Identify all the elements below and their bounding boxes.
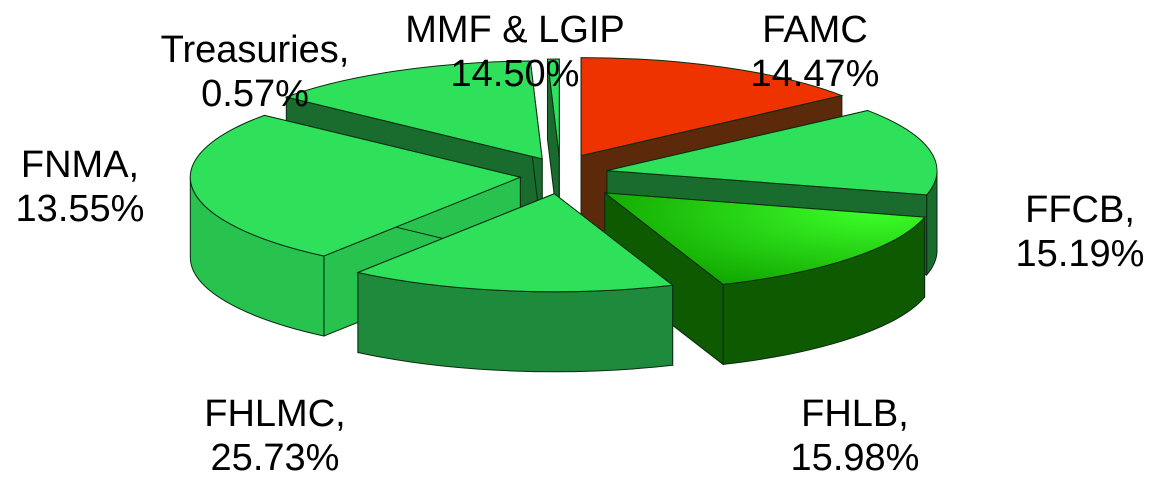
label-fhlmc: FHLMC, 25.73% <box>175 392 375 480</box>
label-fhlmc-value: 25.73% <box>210 437 340 479</box>
label-ffcb-value: 15.19% <box>1015 233 1145 275</box>
label-mmf-lgip-name: MMF & LGIP <box>405 9 625 51</box>
slice-famc-top <box>606 110 938 196</box>
label-fnma-name: FNMA, <box>20 144 140 186</box>
label-fnma-value: 13.55% <box>15 188 145 230</box>
label-famc-value: 14.47% <box>750 53 880 95</box>
label-fhlb: FHLB, 15.98% <box>760 392 950 480</box>
label-fhlmc-name: FHLMC, <box>204 393 346 435</box>
slice-ffcb-top <box>603 192 926 285</box>
label-famc-name: FAMC <box>762 9 868 51</box>
slice-treasuries-top <box>546 58 560 158</box>
slice-treasuries <box>546 58 560 238</box>
label-mmf-lgip: MMF & LGIP 14.50% <box>385 8 645 96</box>
slice-fhlb <box>356 192 674 373</box>
label-treasuries-value: 0.57% <box>201 73 309 115</box>
label-mmf-lgip-value: 14.50% <box>450 53 580 95</box>
slice-fnma-top <box>284 60 543 160</box>
slice-mmf-lgip-top <box>580 57 844 157</box>
slice-fhlmc-top <box>189 114 522 257</box>
slice-fhlb-top <box>356 193 674 293</box>
label-famc: FAMC 14.47% <box>720 8 910 96</box>
label-ffcb: FFCB, 15.19% <box>1005 188 1155 276</box>
label-fhlb-value: 15.98% <box>790 437 920 479</box>
label-ffcb-name: FFCB, <box>1025 189 1135 231</box>
label-treasuries-name: Treasuries, <box>160 29 350 71</box>
label-fhlb-name: FHLB, <box>801 393 909 435</box>
label-treasuries: Treasuries, 0.57% <box>140 28 370 116</box>
label-fnma: FNMA, 13.55% <box>0 143 160 231</box>
